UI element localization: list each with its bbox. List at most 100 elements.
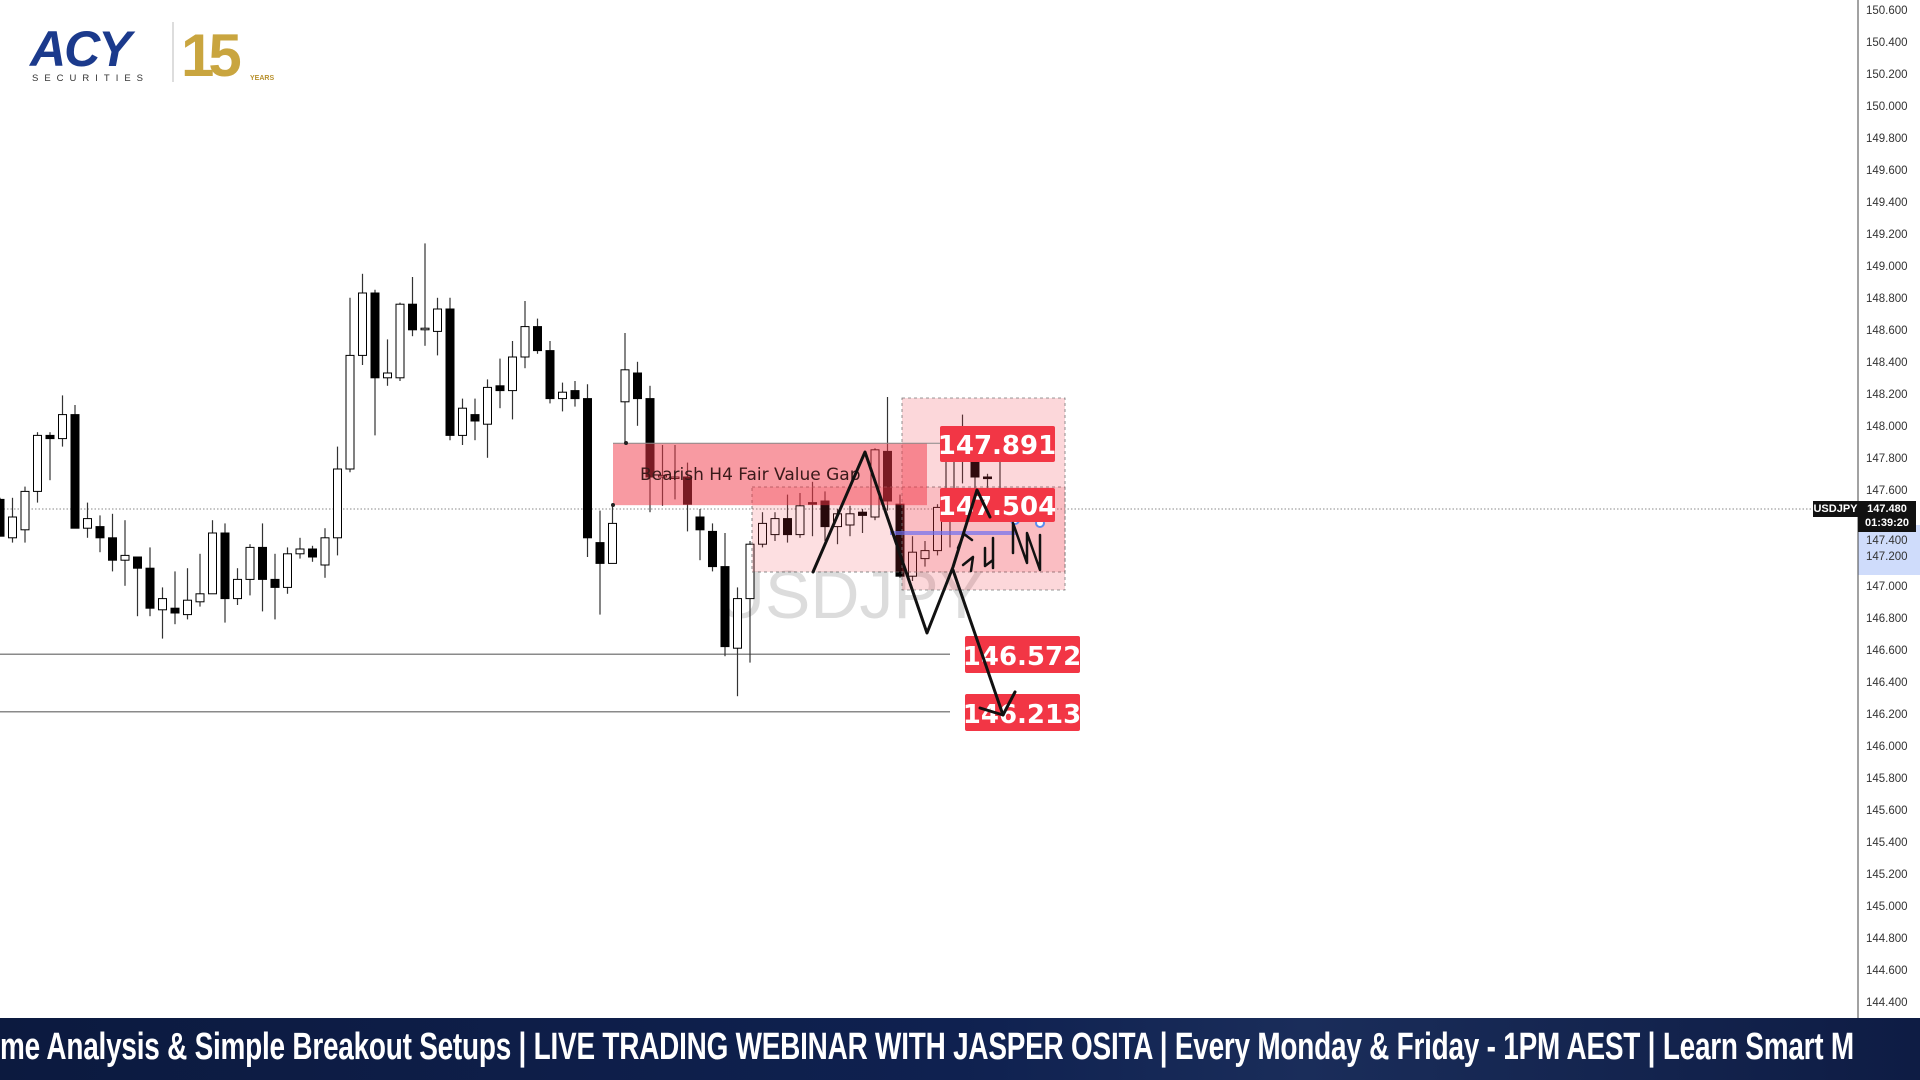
price-tick-label: 144.800 <box>1866 933 1908 945</box>
price-chart[interactable]: USDJPY Bearish H4 Fair Value Gap 147.891… <box>0 0 1920 1018</box>
candle-body-bearish <box>108 537 117 561</box>
price-tick-label: 148.200 <box>1866 389 1908 401</box>
candle <box>570 381 580 407</box>
candle <box>445 297 455 441</box>
candle <box>458 398 467 445</box>
candle <box>558 382 567 412</box>
price-tick-label: 147.600 <box>1866 485 1908 497</box>
logo-anniversary: 15 <box>181 22 240 88</box>
candle <box>470 398 480 441</box>
price-tick-label: 144.400 <box>1866 997 1908 1009</box>
candle-body-bullish <box>195 593 205 603</box>
level-label-147891[interactable]: 147.891 <box>938 426 1056 462</box>
current-price-tag: 147.480 01:39:20 <box>1858 501 1916 532</box>
candle <box>383 339 392 386</box>
level-label-147504[interactable]: 147.504 <box>938 488 1056 522</box>
candle-body-bullish <box>233 578 242 600</box>
candle-body-bullish <box>933 506 942 552</box>
candle <box>920 541 930 567</box>
price-tick-label: 148.800 <box>1866 293 1908 305</box>
candle <box>183 568 192 620</box>
candle <box>545 341 555 404</box>
candle-body-bearish <box>0 498 5 537</box>
candle-body-bearish <box>570 390 580 400</box>
price-tick-label: 150.200 <box>1866 69 1908 81</box>
candle-body-bearish <box>470 414 480 422</box>
candle-body-bearish <box>708 530 717 568</box>
candle-body-bearish <box>495 385 505 392</box>
candle-body-bullish <box>920 550 930 560</box>
candle-body-bullish <box>758 522 767 545</box>
candle-body-bullish <box>320 537 330 566</box>
candle <box>395 302 405 381</box>
candle <box>233 568 242 605</box>
candle-body-bearish <box>145 567 155 609</box>
candle <box>133 556 142 617</box>
candle <box>595 510 605 615</box>
candle-body-bullish <box>458 407 467 436</box>
down-arrow[interactable] <box>951 568 1005 717</box>
fair-value-gap-zone[interactable] <box>613 443 927 506</box>
candle <box>845 505 855 537</box>
candle <box>583 384 592 557</box>
candle <box>33 432 42 503</box>
candle <box>158 587 167 639</box>
candle <box>208 520 217 595</box>
zigzag-path[interactable] <box>811 450 992 635</box>
price-tick-label: 147.800 <box>1866 453 1908 465</box>
candle <box>170 571 180 625</box>
price-tick-label: 144.600 <box>1866 965 1908 977</box>
candle <box>770 512 780 541</box>
candle-body-bullish <box>733 598 742 649</box>
candle <box>695 509 705 561</box>
price-tick-label: 145.600 <box>1866 805 1908 817</box>
candle-body-bullish <box>745 543 755 600</box>
price-tick-label: 149.200 <box>1866 229 1908 241</box>
candle <box>495 358 505 409</box>
hand-drawing[interactable] <box>811 450 1042 717</box>
candle-body-bullish <box>608 522 617 564</box>
price-tick-label: 149.800 <box>1866 133 1908 145</box>
fvg-label: Bearish H4 Fair Value Gap <box>640 465 861 485</box>
candle <box>508 341 517 420</box>
arrow-head[interactable] <box>978 690 1017 717</box>
candle <box>245 544 255 596</box>
candle-body-bearish <box>595 542 605 564</box>
candle-body-bearish <box>133 556 142 569</box>
candle <box>283 547 292 594</box>
price-tick-label: 150.600 <box>1866 5 1908 17</box>
candle <box>858 509 867 533</box>
candle <box>483 379 492 458</box>
candle-body-bearish <box>533 326 542 352</box>
price-tick-label: 146.000 <box>1866 741 1908 753</box>
candle-body-bearish <box>720 566 730 648</box>
candle <box>708 523 717 572</box>
level-label-146572[interactable]: 146.572 <box>963 636 1081 673</box>
price-tick-label: 148.400 <box>1866 357 1908 369</box>
candle <box>0 497 5 537</box>
price-tick-label: 147.200 <box>1866 551 1908 563</box>
candle-body-bearish <box>983 476 992 480</box>
candle-body-bullish <box>245 546 255 580</box>
anchor-dot[interactable] <box>611 503 615 507</box>
candle <box>270 553 280 620</box>
price-tick-label: 145.400 <box>1866 837 1908 849</box>
level-label-146213[interactable]: 146.213 <box>963 694 1081 731</box>
candle <box>933 504 942 556</box>
candle-body-bearish <box>370 292 380 379</box>
logo-anniversary-sub: YEARS <box>250 75 274 82</box>
candle-body-bearish <box>308 548 317 558</box>
candle-body-bearish <box>258 546 267 580</box>
candle <box>333 446 342 556</box>
candle-body-bullish <box>433 308 442 332</box>
candle-body-bullish <box>383 372 392 379</box>
candle-body-bullish <box>158 598 167 611</box>
candle <box>745 541 755 663</box>
candle-body-bearish <box>783 518 792 536</box>
candle-body-bullish <box>295 548 305 555</box>
candle <box>608 504 617 564</box>
candle-body-bullish <box>120 554 130 561</box>
svg-text:147.504: 147.504 <box>938 492 1056 522</box>
price-tick-label: 146.800 <box>1866 613 1908 625</box>
anchor-dot[interactable] <box>624 441 628 445</box>
